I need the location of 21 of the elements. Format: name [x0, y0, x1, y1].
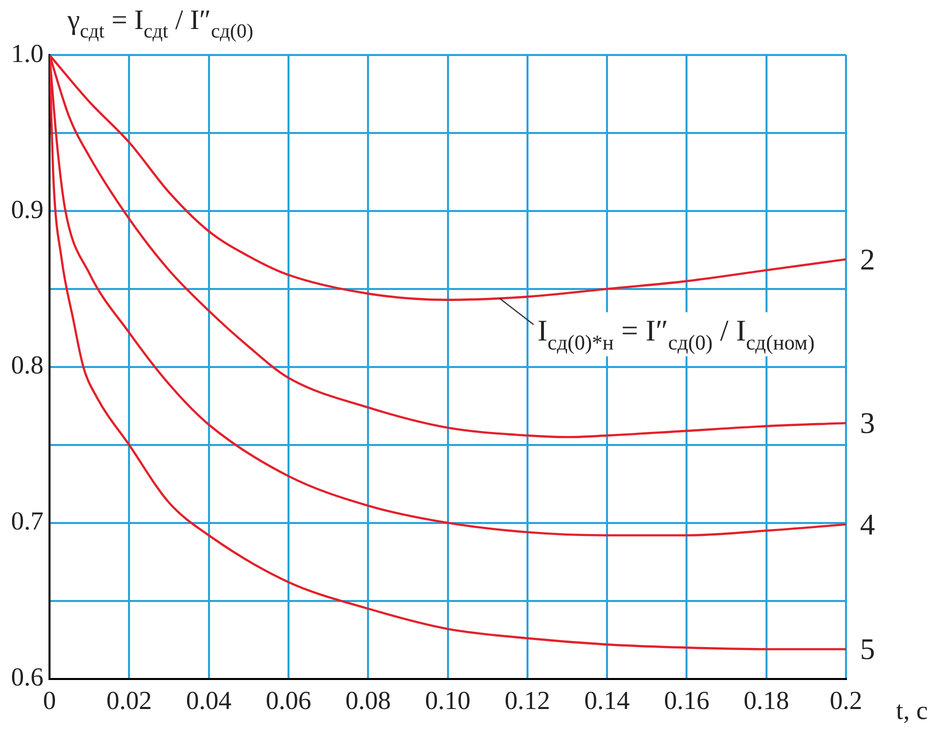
- y-tick-label: 0.8: [11, 350, 44, 380]
- series-label: 4: [860, 508, 875, 542]
- x-tick-label: 0.14: [584, 686, 630, 716]
- x-axis-title: t, с: [896, 696, 928, 725]
- x-tick-label: 0.12: [504, 686, 550, 716]
- x-tick-label: 0.10: [425, 686, 470, 716]
- x-tick-label: 0.16: [664, 686, 710, 716]
- y-tick-label: 0.9: [11, 194, 44, 224]
- x-tick-label: 0.08: [345, 686, 391, 716]
- y-tick-label: 0.7: [11, 506, 44, 536]
- x-tick-label: 0.2: [830, 686, 862, 716]
- series-label: 2: [860, 243, 875, 276]
- series-label: 5: [860, 633, 875, 666]
- series-label: 3: [860, 407, 875, 440]
- y-tick-label: 0.6: [11, 662, 44, 692]
- x-tick-label: 0: [43, 686, 56, 716]
- x-tick-label: 0.04: [186, 686, 232, 716]
- x-tick-label: 0.06: [266, 686, 312, 716]
- y-tick-label: 1.0: [11, 38, 44, 68]
- x-tick-label: 0.18: [744, 686, 790, 716]
- x-tick-label: 0.02: [106, 686, 152, 716]
